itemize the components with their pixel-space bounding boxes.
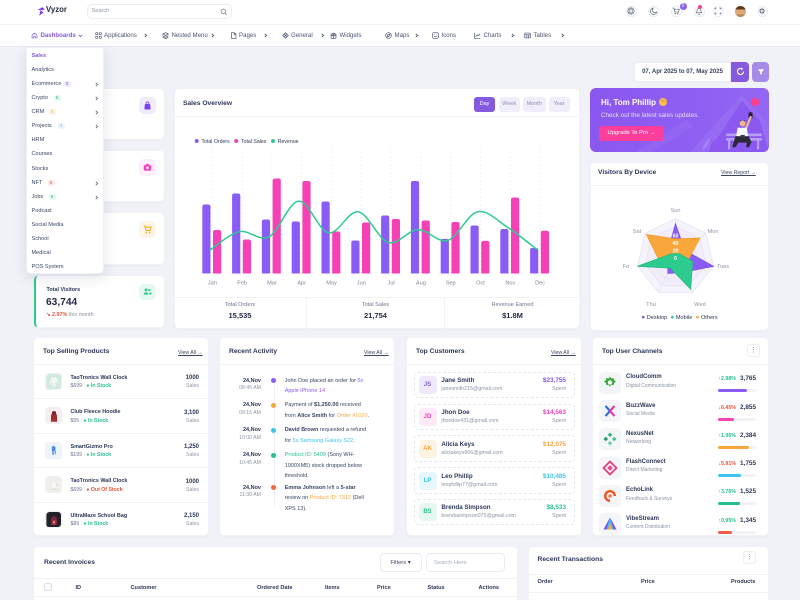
svg-text:60: 60 (673, 234, 679, 240)
svg-text:Sat: Sat (633, 229, 642, 235)
svg-text:Fri: Fri (623, 264, 630, 270)
svg-text:Sun: Sun (671, 208, 681, 214)
svg-text:Thu: Thu (646, 302, 656, 308)
svg-text:Dec: Dec (535, 281, 545, 287)
svg-text:20: 20 (673, 249, 679, 255)
svg-text:May: May (326, 281, 337, 287)
svg-text:Oct: Oct (476, 281, 485, 287)
svg-text:Apr: Apr (297, 281, 306, 287)
svg-text:Feb: Feb (237, 281, 247, 287)
svg-text:Mon: Mon (708, 229, 719, 235)
svg-text:Total Orders: Total Orders (202, 139, 231, 145)
svg-text:Mar: Mar (267, 281, 277, 287)
svg-text:40: 40 (673, 241, 679, 247)
svg-text:Jul: Jul (388, 281, 395, 287)
svg-text:Total Sales: Total Sales (241, 139, 267, 145)
svg-text:0: 0 (674, 256, 677, 262)
svg-text:Nov: Nov (505, 281, 515, 287)
svg-text:Jan: Jan (208, 281, 217, 287)
svg-text:Sep: Sep (446, 281, 456, 287)
svg-text:Revenue: Revenue (278, 139, 299, 145)
svg-text:Wed: Wed (694, 302, 705, 308)
svg-text:Aug: Aug (416, 281, 426, 287)
svg-text:Tues: Tues (717, 264, 729, 270)
svg-text:Jun: Jun (357, 281, 366, 287)
